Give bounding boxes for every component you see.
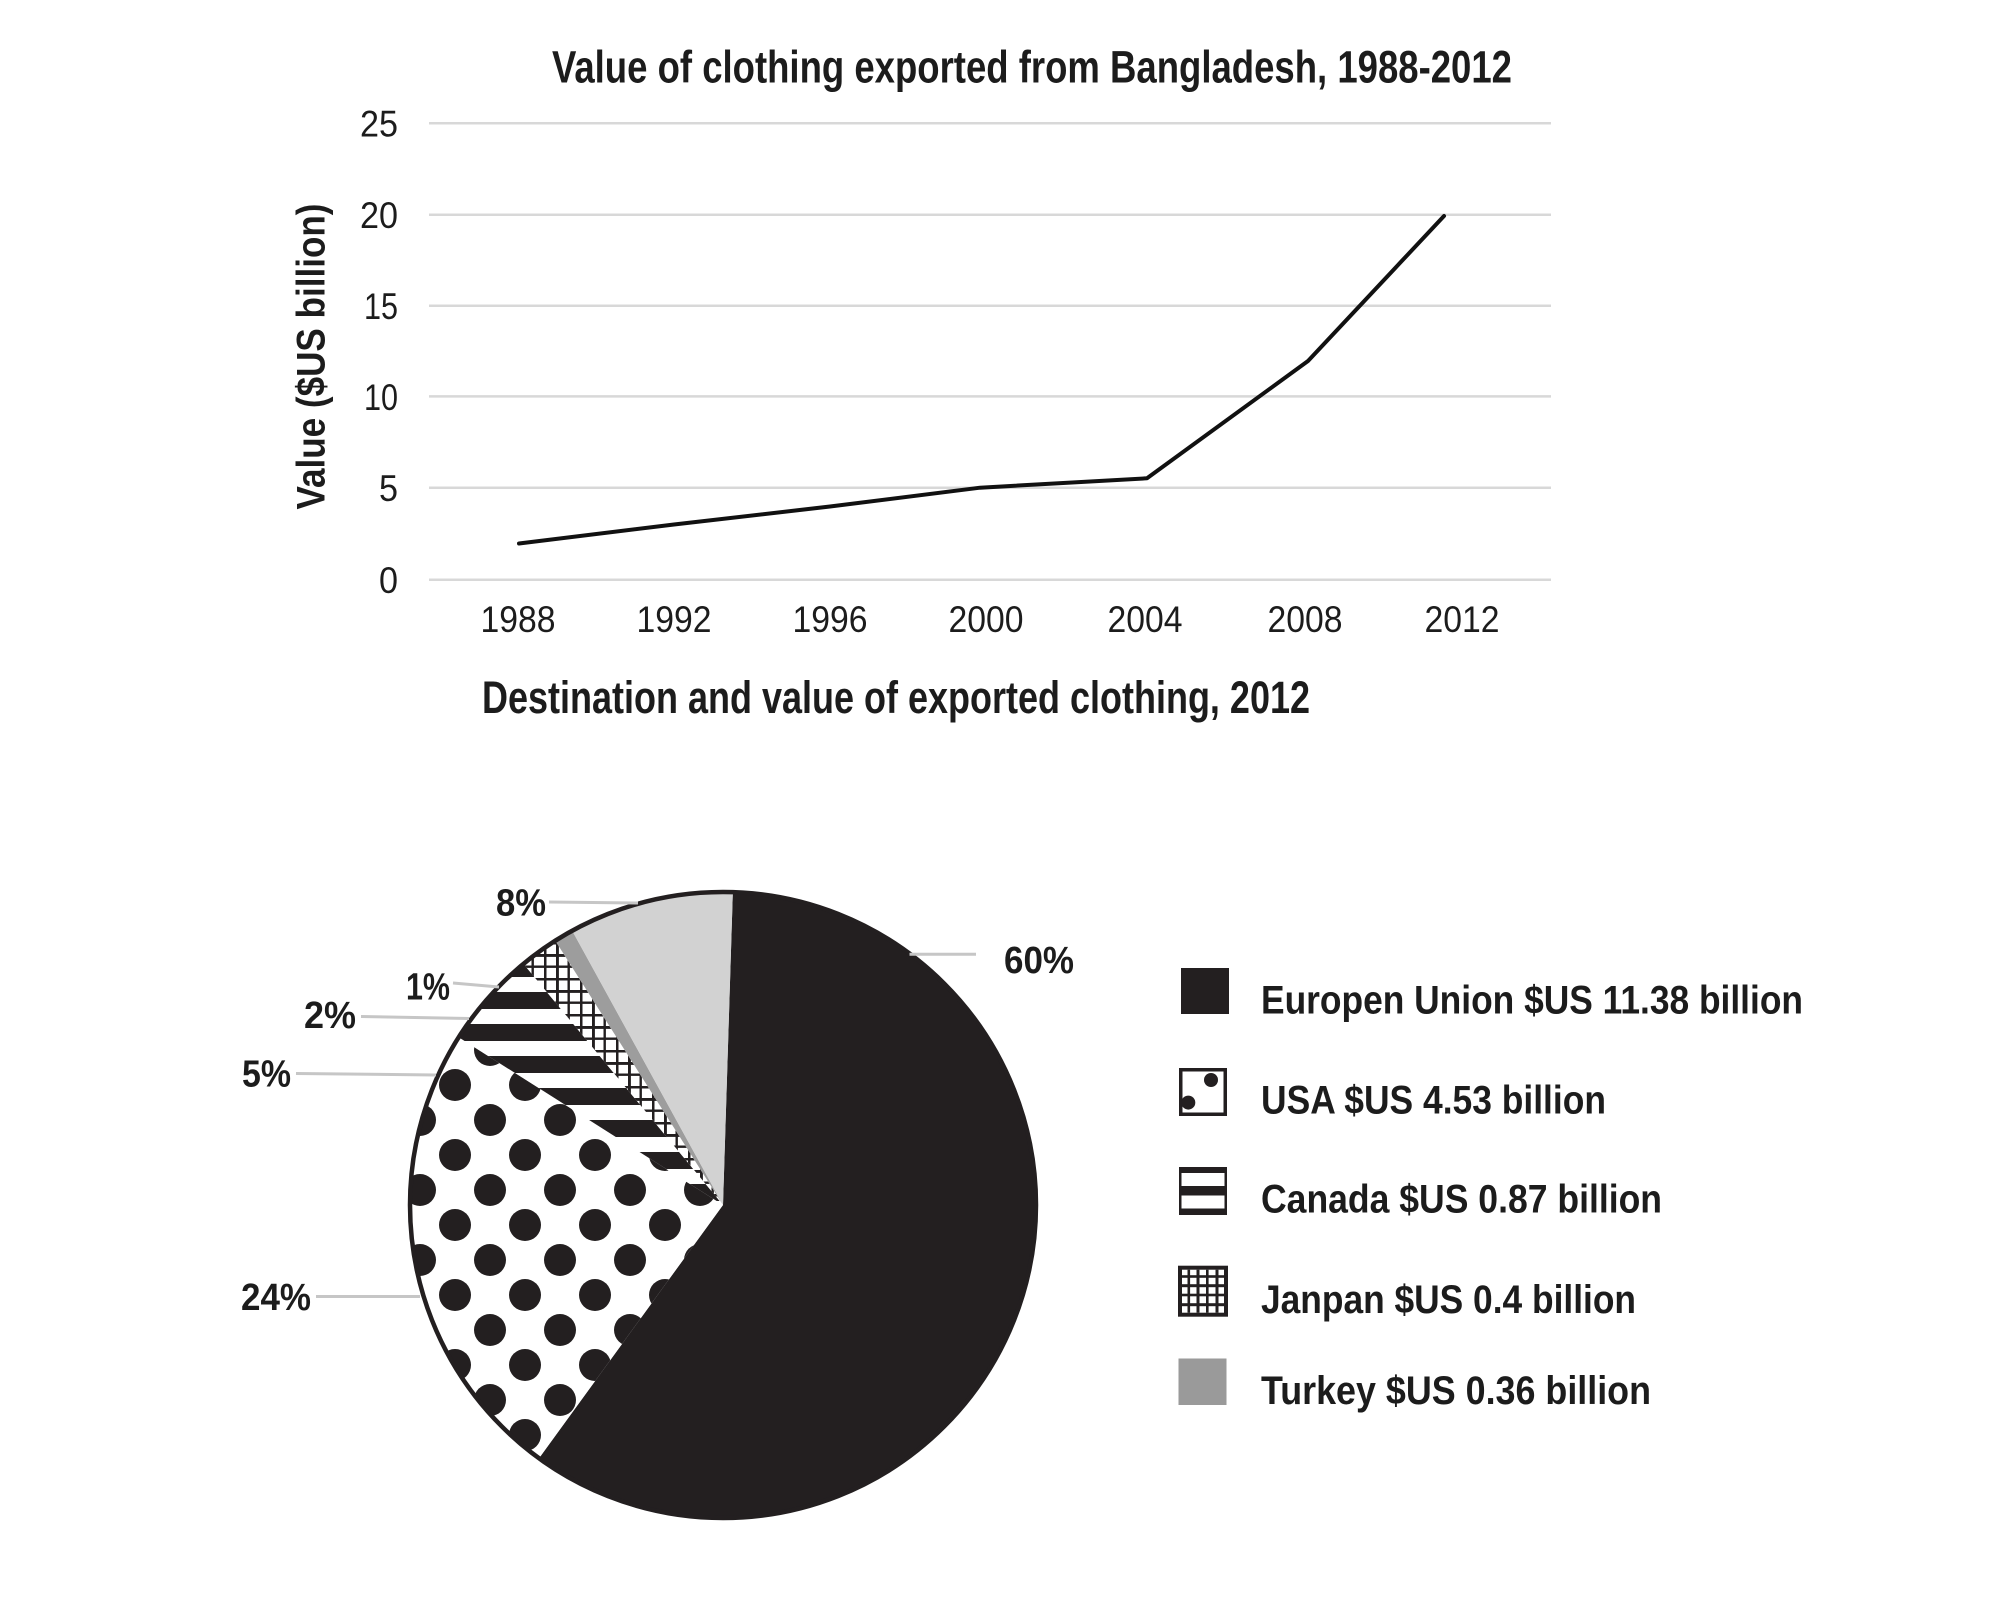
svg-text:Destination and value of expor: Destination and value of exported clothi… bbox=[482, 672, 1310, 723]
svg-text:24%: 24% bbox=[241, 1277, 311, 1319]
svg-text:0: 0 bbox=[379, 560, 398, 601]
svg-text:Europen Union $US 11.38 billio: Europen Union $US 11.38 billion bbox=[1261, 978, 1803, 1022]
svg-text:2%: 2% bbox=[304, 995, 356, 1037]
svg-text:1%: 1% bbox=[406, 966, 450, 1008]
svg-text:Janpan $US 0.4 billion: Janpan $US 0.4 billion bbox=[1261, 1278, 1636, 1322]
svg-text:2004: 2004 bbox=[1108, 599, 1183, 640]
svg-text:2008: 2008 bbox=[1268, 599, 1343, 640]
svg-text:20: 20 bbox=[360, 195, 398, 236]
svg-text:60%: 60% bbox=[1004, 940, 1074, 982]
svg-text:15: 15 bbox=[364, 286, 398, 327]
svg-text:Value ($US billion): Value ($US billion) bbox=[290, 204, 334, 510]
svg-text:1988: 1988 bbox=[481, 599, 556, 640]
svg-text:Canada $US 0.87 billion: Canada $US 0.87 billion bbox=[1261, 1177, 1662, 1221]
svg-text:1992: 1992 bbox=[637, 599, 712, 640]
svg-text:25: 25 bbox=[360, 104, 398, 145]
svg-text:USA $US 4.53 billion: USA $US 4.53 billion bbox=[1261, 1078, 1606, 1122]
svg-text:2000: 2000 bbox=[949, 599, 1024, 640]
svg-text:8%: 8% bbox=[496, 883, 546, 925]
svg-text:Turkey $US 0.36 billion: Turkey $US 0.36 billion bbox=[1261, 1369, 1651, 1413]
svg-text:Value of clothing exported fro: Value of clothing exported from Banglade… bbox=[552, 42, 1512, 93]
svg-text:10: 10 bbox=[364, 377, 398, 418]
svg-text:5%: 5% bbox=[242, 1054, 291, 1096]
svg-text:2012: 2012 bbox=[1425, 599, 1500, 640]
svg-text:1996: 1996 bbox=[793, 599, 868, 640]
svg-text:5: 5 bbox=[379, 468, 398, 509]
